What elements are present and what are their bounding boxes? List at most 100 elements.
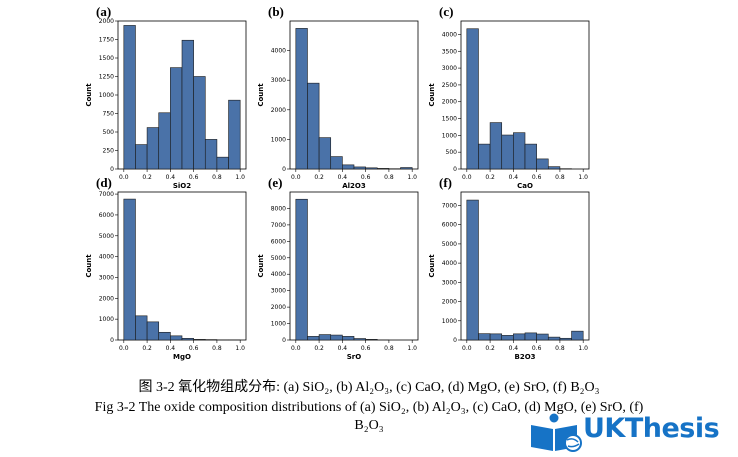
y-tick-label: 4000 <box>99 254 114 261</box>
histogram-bar <box>525 144 537 169</box>
y-tick-label: 2000 <box>99 18 114 25</box>
histogram-bar <box>182 40 194 169</box>
x-tick-label: 0.2 <box>485 345 495 352</box>
y-tick-label: 0 <box>110 337 114 344</box>
histogram-bar <box>319 138 331 169</box>
histogram-bar <box>147 322 159 340</box>
histogram-bar <box>478 334 490 340</box>
y-tick-label: 3000 <box>442 279 457 286</box>
x-tick-label: 0.4 <box>509 174 519 181</box>
panel-letter: (d) <box>96 175 112 190</box>
x-tick-label: 0.8 <box>212 174 222 181</box>
y-tick-label: 3000 <box>442 65 457 72</box>
axes-frame <box>290 192 418 340</box>
y-tick-label: 0 <box>110 166 114 173</box>
y-tick-label: 1000 <box>442 318 457 325</box>
y-tick-label: 7000 <box>99 191 114 198</box>
histogram-bar <box>467 29 479 169</box>
histogram-bar <box>170 336 182 340</box>
histogram-bar <box>229 100 241 169</box>
histogram-bar <box>478 144 490 169</box>
y-tick-label: 500 <box>446 149 458 156</box>
histogram-bar <box>182 338 194 340</box>
x-tick-label: 0.4 <box>338 174 348 181</box>
panel-letter: (f) <box>439 175 452 190</box>
x-tick-label: 1.0 <box>407 345 417 352</box>
histogram-bar <box>217 157 229 169</box>
y-tick-label: 8000 <box>271 205 286 212</box>
ukthesis-logo: UKThesis <box>527 413 732 453</box>
histogram-bar <box>513 133 525 169</box>
x-tick-label: 0.0 <box>291 345 301 352</box>
y-tick-label: 750 <box>103 111 115 118</box>
histogram-bar <box>296 199 308 340</box>
histogram-bar <box>307 83 319 169</box>
histogram-bar <box>342 165 354 169</box>
x-tick-label: 0.0 <box>291 174 301 181</box>
panel-letter: (e) <box>268 175 282 190</box>
histogram-bar <box>467 200 479 340</box>
book-globe-icon <box>527 413 585 453</box>
histogram-bar <box>170 68 182 169</box>
histogram-bar <box>135 145 147 169</box>
x-tick-label: 0.2 <box>142 174 152 181</box>
histogram-bar <box>124 25 136 169</box>
x-axis-label: Al2O3 <box>342 182 366 190</box>
x-tick-label: 0.8 <box>384 174 394 181</box>
histogram-bar <box>194 339 206 340</box>
y-axis-label: Count <box>428 83 436 107</box>
y-tick-label: 1000 <box>99 92 114 99</box>
y-tick-label: 1250 <box>99 74 114 81</box>
histogram-bar <box>572 331 584 340</box>
histogram-bar <box>548 337 560 340</box>
y-axis-label: Count <box>257 254 265 278</box>
x-tick-label: 0.2 <box>142 345 152 352</box>
histogram-bar <box>401 168 413 169</box>
y-tick-label: 1500 <box>442 116 457 123</box>
figure-caption-chinese: 图 3-2 氧化物组成分布: (a) SiO₂, (b) Al₂O₃, (c) … <box>0 379 738 396</box>
y-tick-label: 4000 <box>271 48 286 55</box>
histogram-bar <box>205 139 217 169</box>
y-tick-label: 4000 <box>271 271 286 278</box>
y-tick-label: 4000 <box>442 31 457 38</box>
x-axis-label: MgO <box>173 353 191 361</box>
histogram-bar <box>548 167 560 169</box>
x-tick-label: 1.0 <box>407 174 417 181</box>
histogram-bar <box>537 334 549 340</box>
histogram-bar <box>560 338 572 340</box>
x-tick-label: 0.6 <box>532 345 542 352</box>
y-tick-label: 2000 <box>271 304 286 311</box>
panel-letter: (c) <box>439 4 453 19</box>
x-tick-label: 1.0 <box>235 345 245 352</box>
y-tick-label: 3000 <box>271 288 286 295</box>
axes-frame <box>461 192 589 340</box>
x-tick-label: 0.2 <box>314 174 324 181</box>
x-tick-label: 0.6 <box>189 174 199 181</box>
x-tick-label: 0.6 <box>532 174 542 181</box>
x-tick-label: 0.8 <box>555 345 565 352</box>
x-axis-label: B2O3 <box>514 353 535 361</box>
histogram-bar <box>366 168 378 169</box>
panel-letter: (b) <box>268 4 284 19</box>
x-tick-label: 0.2 <box>314 345 324 352</box>
y-tick-label: 2000 <box>442 299 457 306</box>
y-tick-label: 0 <box>282 166 286 173</box>
y-tick-label: 4000 <box>442 260 457 267</box>
histogram-bar <box>377 168 389 169</box>
histogram-bar <box>135 316 147 340</box>
histogram-bar <box>331 335 343 340</box>
histogram-bar <box>537 159 549 169</box>
y-tick-label: 250 <box>103 148 115 155</box>
x-tick-label: 0.8 <box>555 174 565 181</box>
y-axis-label: Count <box>428 254 436 278</box>
x-tick-label: 0.4 <box>166 174 176 181</box>
x-tick-label: 0.6 <box>361 345 371 352</box>
histogram-bar <box>490 123 502 169</box>
y-tick-label: 2000 <box>442 99 457 106</box>
x-tick-label: 0.8 <box>212 345 222 352</box>
histogram-bar <box>124 199 136 340</box>
x-tick-label: 0.0 <box>119 345 129 352</box>
